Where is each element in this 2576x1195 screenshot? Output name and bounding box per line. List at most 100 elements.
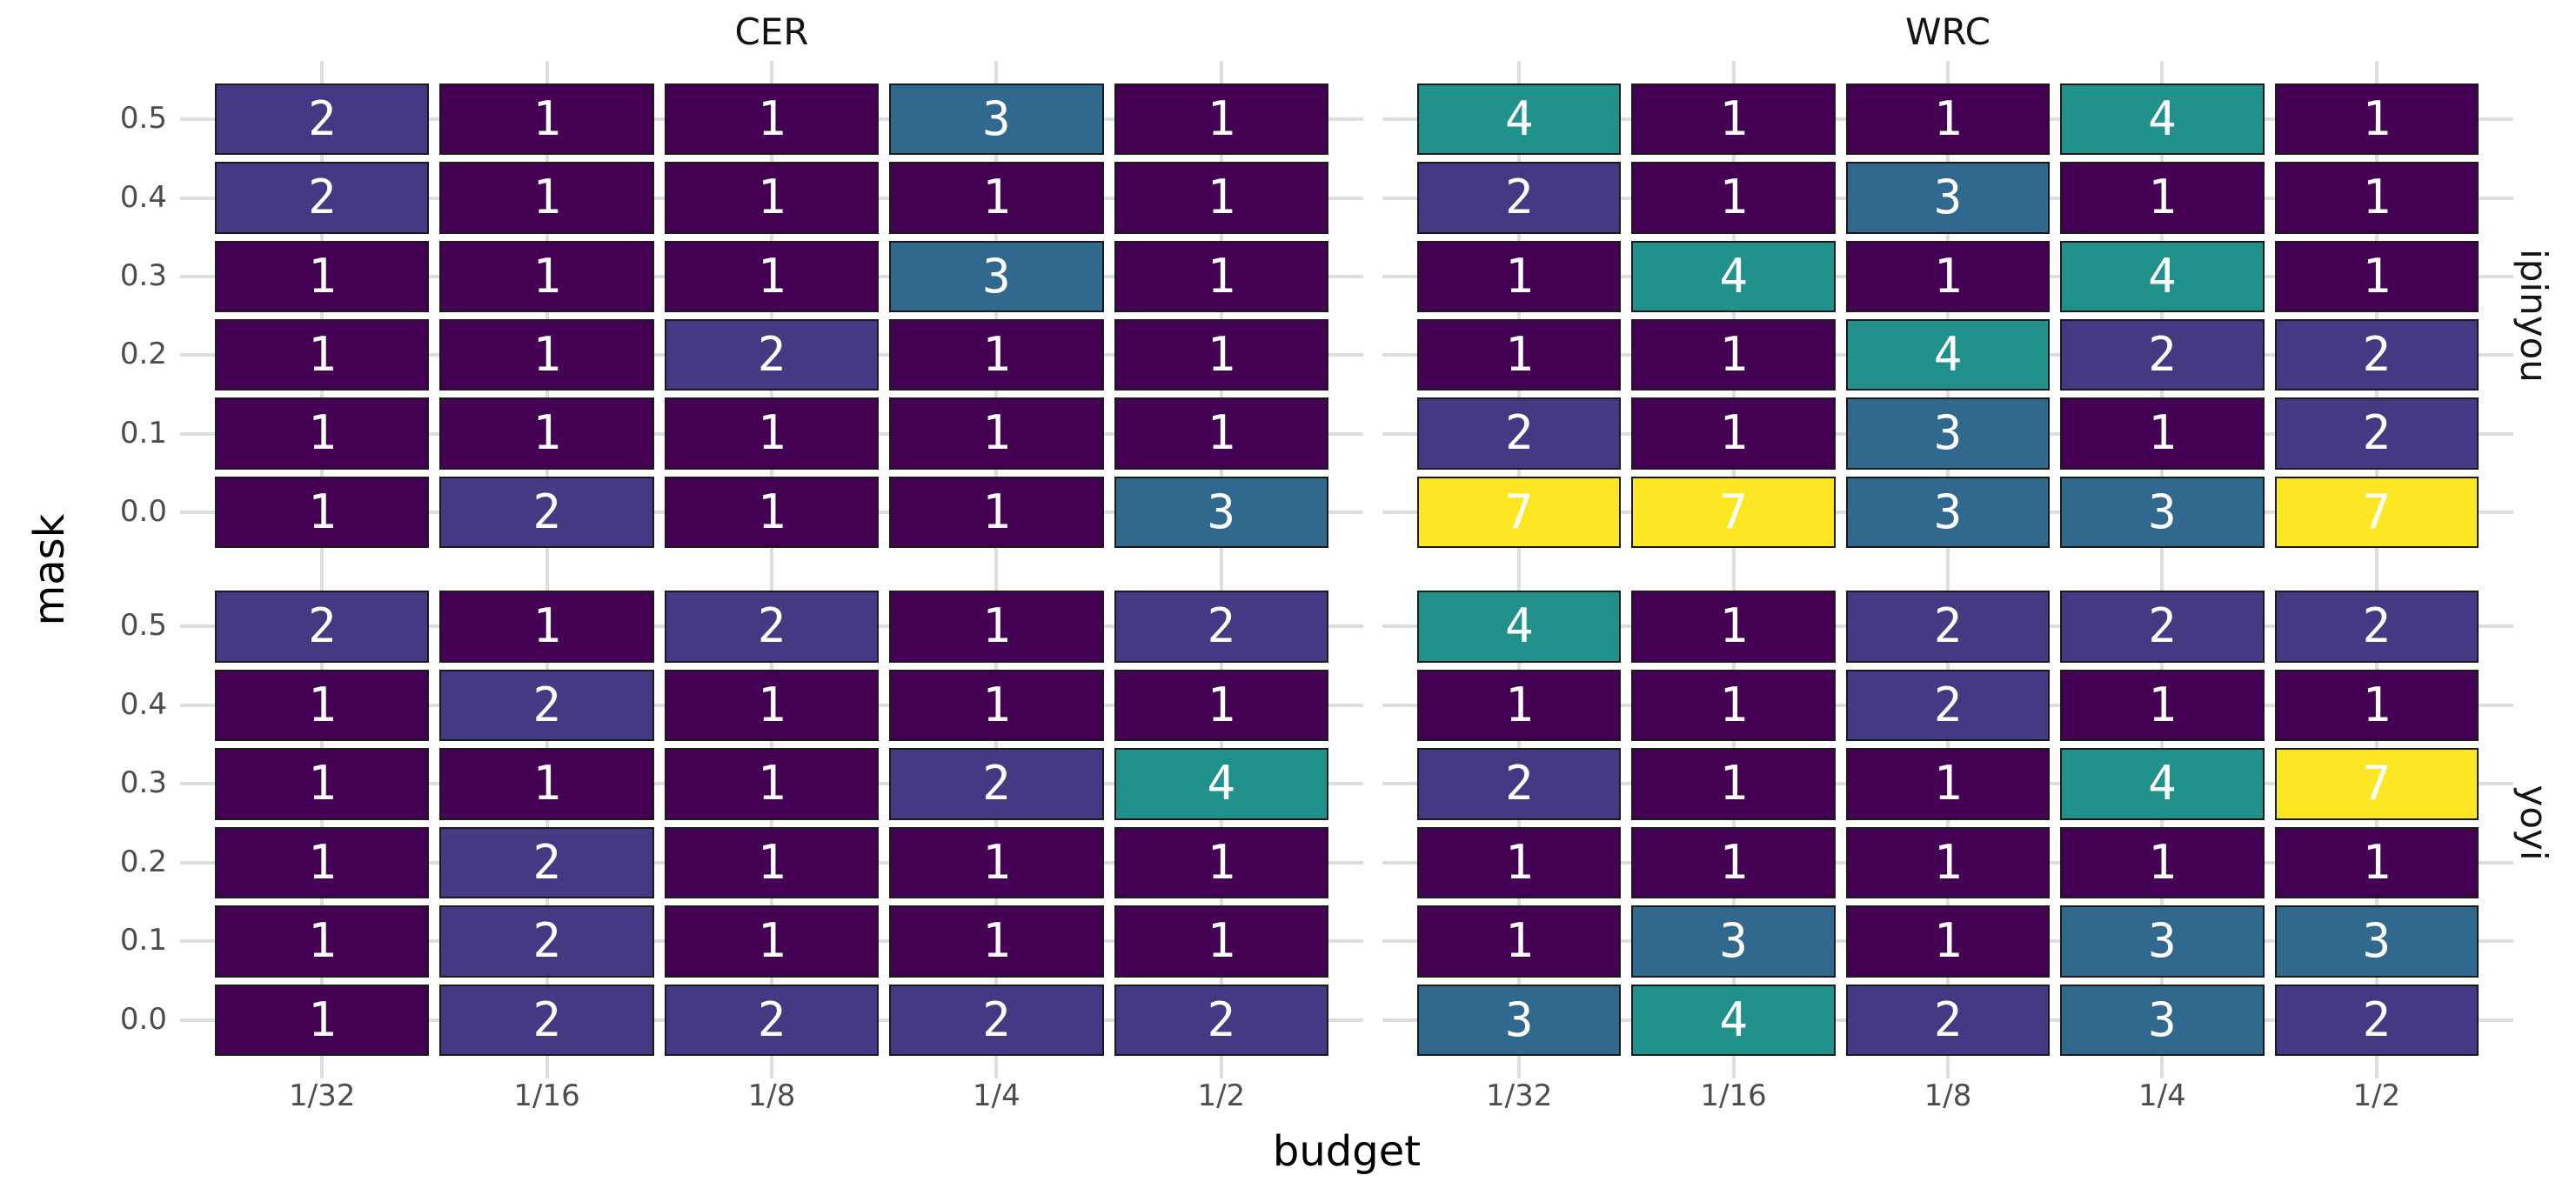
heatmap-cell: 3 <box>1845 476 2051 548</box>
heatmap-cell: 2 <box>664 984 880 1056</box>
gridline-vertical <box>2374 568 2379 1078</box>
gridline-vertical <box>320 61 325 571</box>
heatmap-cell: 1 <box>1114 240 1328 312</box>
heatmap-cell: 2 <box>1114 591 1328 663</box>
heatmap-cell: 1 <box>439 240 654 312</box>
x-tick-label: 1/8 <box>1924 1078 1972 1113</box>
column-title-wrc: WRC <box>1905 10 1991 53</box>
heatmap-cell: 1 <box>2274 83 2479 156</box>
heatmap-cell: 2 <box>1845 984 2051 1056</box>
heatmap-cell: 1 <box>1631 397 1836 470</box>
y-tick-label: 0.5 <box>119 608 167 644</box>
heatmap-cell: 2 <box>439 905 654 978</box>
heatmap-cell: 1 <box>889 319 1104 391</box>
heatmap-cell: 3 <box>889 240 1104 312</box>
gridline-vertical <box>2374 61 2379 571</box>
gridline-vertical <box>2160 568 2165 1078</box>
heatmap-cell: 4 <box>1417 83 1622 156</box>
facet-label-ipinyou: ipinyou <box>2512 249 2555 383</box>
heatmap-cell: 1 <box>889 476 1104 548</box>
y-tick-label: 0.1 <box>119 923 167 958</box>
heatmap-cell: 1 <box>889 397 1104 470</box>
heatmap-cell: 2 <box>215 162 430 234</box>
heatmap-cell: 2 <box>1845 591 2051 663</box>
gridline-vertical <box>1517 568 1522 1078</box>
gridline-vertical <box>994 61 999 571</box>
heatmap-cell: 1 <box>215 476 430 548</box>
heatmap-cell: 3 <box>1845 162 2051 234</box>
heatmap-cell: 3 <box>2274 905 2479 978</box>
x-tick-label: 1/8 <box>747 1078 796 1113</box>
heatmap-cell: 4 <box>2060 240 2265 312</box>
heatmap-cell: 1 <box>439 591 654 663</box>
heatmap-cell: 7 <box>1417 476 1622 548</box>
y-tick-label: 0.1 <box>119 415 167 451</box>
x-tick-label: 1/4 <box>973 1078 1020 1113</box>
heatmap-cell: 1 <box>664 826 880 898</box>
heatmap-cell: 1 <box>215 319 430 391</box>
heatmap-cell: 1 <box>439 83 654 156</box>
y-tick-label: 0.0 <box>119 1001 167 1037</box>
y-tick-label: 0.4 <box>119 179 167 215</box>
heatmap-cell: 2 <box>215 83 430 156</box>
heatmap-cell: 2 <box>2274 591 2479 663</box>
heatmap-cell: 4 <box>2060 748 2265 820</box>
heatmap-cell: 1 <box>889 905 1104 978</box>
heatmap-cell: 3 <box>2060 905 2265 978</box>
x-tick-label: 1/32 <box>289 1078 356 1113</box>
heatmap-cell: 1 <box>1631 669 1836 741</box>
heatmap-cell: 1 <box>1114 162 1328 234</box>
gridline-vertical <box>1946 568 1950 1078</box>
heatmap-cell: 1 <box>1631 83 1836 156</box>
heatmap-cell: 4 <box>1417 591 1622 663</box>
y-tick-label: 0.5 <box>119 101 167 137</box>
heatmap-cell: 1 <box>439 397 654 470</box>
heatmap-cell: 1 <box>1845 240 2051 312</box>
heatmap-cell: 1 <box>664 748 880 820</box>
y-tick-label: 0.4 <box>119 686 167 722</box>
y-tick-label: 0.0 <box>119 494 167 530</box>
heatmap-cell: 3 <box>1417 984 1622 1056</box>
heatmap-cell: 2 <box>1417 162 1622 234</box>
heatmap-cell: 1 <box>215 826 430 898</box>
heatmap-cell: 1 <box>1114 826 1328 898</box>
heatmap-cell: 1 <box>664 162 880 234</box>
heatmap-cell: 1 <box>1845 826 2051 898</box>
heatmap-cell: 1 <box>664 83 880 156</box>
x-axis-label: budget <box>1272 1127 1422 1176</box>
heatmap-cell: 1 <box>2060 162 2265 234</box>
x-tick-label: 1/2 <box>2352 1078 2401 1113</box>
heatmap-cell: 1 <box>1114 905 1328 978</box>
heatmap-cell: 1 <box>1631 319 1836 391</box>
heatmap-cell: 1 <box>439 748 654 820</box>
heatmap-cell: 1 <box>1114 669 1328 741</box>
heatmap-cell: 4 <box>2060 83 2265 156</box>
heatmap-cell: 3 <box>889 83 1104 156</box>
heatmap-cell: 1 <box>1417 319 1622 391</box>
y-tick-label: 0.3 <box>119 258 167 294</box>
heatmap-cell: 4 <box>1114 748 1328 820</box>
heatmap-cell: 3 <box>2060 984 2265 1056</box>
heatmap-cell: 2 <box>889 984 1104 1056</box>
heatmap-cell: 1 <box>2060 669 2265 741</box>
heatmap-cell: 7 <box>2274 476 2479 548</box>
heatmap-cell: 1 <box>889 591 1104 663</box>
heatmap-cell: 1 <box>439 162 654 234</box>
gridline-vertical <box>1731 568 1736 1078</box>
heatmap-cell: 1 <box>664 905 880 978</box>
heatmap-cell: 1 <box>664 240 880 312</box>
heatmap-cell: 1 <box>2274 826 2479 898</box>
heatmap-cell: 1 <box>1417 905 1622 978</box>
gridline-vertical <box>2160 61 2165 571</box>
heatmap-cell: 1 <box>1417 826 1622 898</box>
heatmap-cell: 1 <box>889 669 1104 741</box>
heatmap-cell: 1 <box>215 984 430 1056</box>
heatmap-cell: 2 <box>664 319 880 391</box>
heatmap-cell: 1 <box>2060 826 2265 898</box>
heatmap-cell: 1 <box>1631 826 1836 898</box>
gridline-vertical <box>770 61 773 571</box>
